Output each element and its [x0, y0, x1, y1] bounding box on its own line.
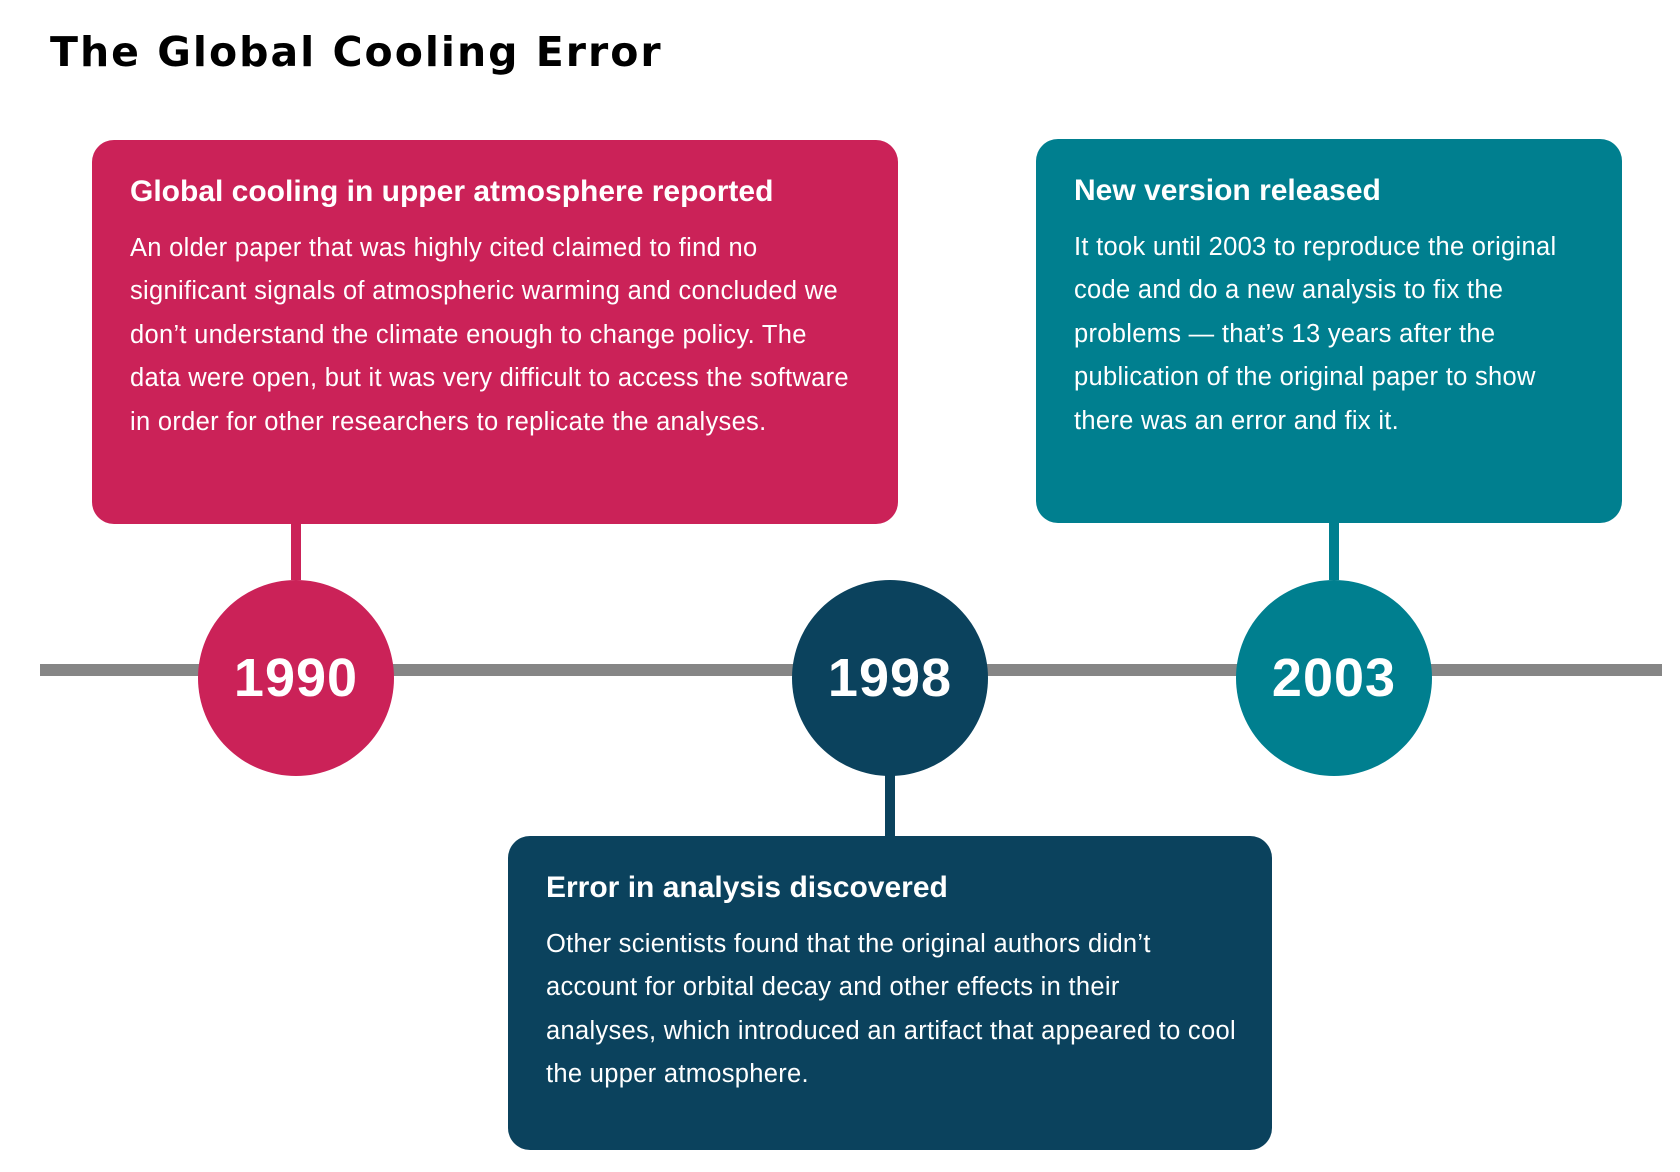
event-body-1990: An older paper that was highly cited cla… [130, 233, 849, 436]
connector-2003 [1329, 520, 1339, 580]
event-card-2003: New version released It took until 2003 … [1036, 139, 1622, 523]
year-circle-2003: 2003 [1236, 580, 1432, 776]
year-label-1998: 1998 [827, 648, 953, 708]
event-body-1998: Other scientists found that the original… [546, 929, 1236, 1089]
event-title-1998: Error in analysis discovered [546, 871, 948, 904]
year-circle-1998: 1998 [792, 580, 988, 776]
event-title-2003: New version released [1074, 174, 1381, 207]
year-label-1990: 1990 [233, 648, 359, 708]
year-circle-1990: 1990 [198, 580, 394, 776]
event-card-1990: Global cooling in upper atmosphere repor… [92, 140, 898, 524]
event-title-1990: Global cooling in upper atmosphere repor… [130, 175, 774, 208]
page-title: The Global Cooling Error [50, 28, 663, 76]
event-body-2003: It took until 2003 to reproduce the orig… [1074, 232, 1557, 435]
connector-1998 [885, 772, 895, 838]
year-label-2003: 2003 [1271, 648, 1397, 708]
event-card-1998: Error in analysis discovered Other scien… [508, 836, 1272, 1150]
connector-1990 [291, 520, 301, 580]
